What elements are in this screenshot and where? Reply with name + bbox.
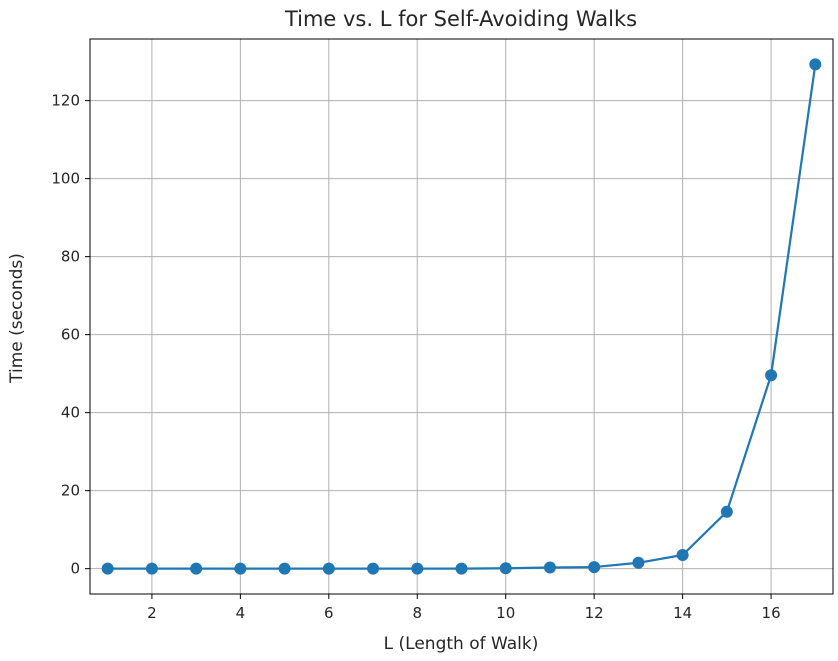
plot-frame (89, 38, 834, 595)
data-point (145, 562, 158, 575)
data-point (632, 556, 645, 569)
x-tick-label: 10 (496, 604, 515, 622)
data-point (455, 562, 468, 575)
data-point (322, 562, 335, 575)
chart-title: Time vs. L for Self-Avoiding Walks (284, 7, 637, 31)
data-point (278, 562, 291, 575)
x-tick-label: 16 (762, 604, 781, 622)
data-point (367, 562, 380, 575)
grid (90, 39, 833, 594)
x-axis-label: L (Length of Walk) (384, 634, 539, 654)
y-axis-label: Time (seconds) (7, 253, 27, 384)
y-tick-label: 120 (51, 92, 80, 110)
axes (85, 38, 834, 599)
data-point (234, 562, 247, 575)
y-tick-label: 40 (61, 404, 80, 422)
y-tick-label: 20 (61, 482, 80, 500)
x-tick-label: 4 (236, 604, 246, 622)
x-tick-label: 2 (147, 604, 157, 622)
data-point (809, 58, 822, 71)
x-tick-label: 14 (673, 604, 692, 622)
data-point (190, 562, 203, 575)
data-point (765, 369, 778, 382)
y-tick-label: 0 (70, 560, 80, 578)
data-point (499, 562, 512, 575)
data-point (676, 548, 689, 561)
tick-labels: 2 4 6 8 10 12 14 16 0 20 40 60 80 100 120 (51, 92, 780, 622)
y-tick-label: 100 (51, 170, 80, 188)
x-tick-label: 6 (324, 604, 334, 622)
x-tick-label: 8 (413, 604, 423, 622)
data-point (720, 505, 733, 518)
y-tick-label: 80 (61, 248, 80, 266)
data-point (543, 561, 556, 574)
y-tick-label: 60 (61, 326, 80, 344)
x-tick-label: 12 (585, 604, 604, 622)
data-point (411, 562, 424, 575)
data-point (101, 562, 114, 575)
data-point (588, 561, 601, 574)
series-markers (101, 58, 822, 575)
